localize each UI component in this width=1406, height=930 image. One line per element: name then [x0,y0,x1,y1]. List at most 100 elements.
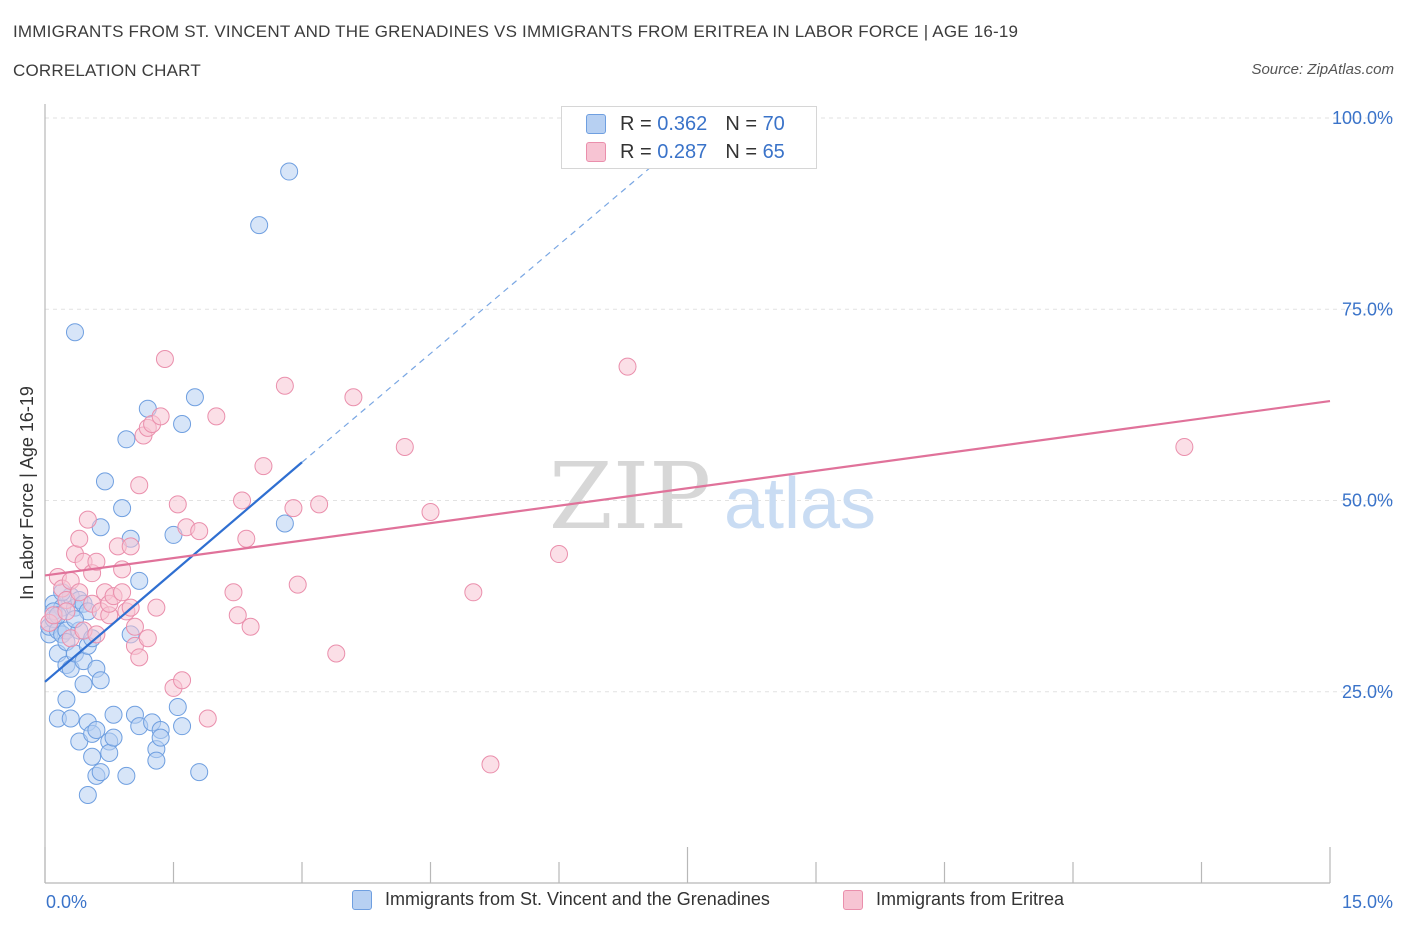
point-eritrea [198,709,217,728]
point-eritrea [70,583,89,602]
y-tick-label: 75.0% [1342,299,1393,319]
point-eritrea [550,545,568,564]
watermark: ZIP atlas [549,443,876,550]
point-eritrea [395,437,414,456]
point-st-vincent [275,514,294,533]
legend-n-label: N = [725,112,763,135]
point-eritrea [237,529,256,548]
trend-line-eritrea [44,399,1331,577]
point-eritrea [125,617,144,636]
y-tick-label: 50.0% [1342,491,1393,511]
point-eritrea [87,552,106,571]
legend-swatch-pink [843,889,863,910]
legend-label: Immigrants from Eritrea [876,889,1065,909]
legend-label: Immigrants from St. Vincent and the Gren… [385,889,770,909]
y-tick-label: 25.0% [1342,682,1393,702]
legend-n-label: N = [725,140,763,163]
legend-r-value: 0.287 [657,140,708,163]
source-label: Source: ZipAtlas.com [1251,61,1394,78]
point-eritrea [151,407,170,426]
point-eritrea [275,376,294,395]
point-eritrea [228,606,247,625]
point-eritrea [190,522,209,541]
point-eritrea [481,755,500,774]
point-eritrea [284,499,303,518]
gridlines [45,117,1395,693]
x-tick-label: 0.0% [46,892,87,912]
point-st-vincent [250,216,269,235]
point-st-vincent [91,671,110,690]
legend-item-eritrea: Immigrants from Eritrea [843,889,1064,910]
point-eritrea [138,629,157,648]
point-st-vincent [168,698,187,717]
point-eritrea [310,495,329,514]
point-st-vincent [173,717,192,736]
point-st-vincent [117,430,136,449]
legend-row-pink: R = 0.287 N = 65 [586,140,785,164]
point-st-vincent [151,728,170,747]
legend-r-label: R = [620,112,658,135]
point-eritrea [421,502,440,521]
legend-swatch-blue [586,114,606,134]
tick-labels: 25.0% 50.0% 75.0% 100.0% 0.0% 15.0% [46,108,1393,912]
point-eritrea [327,644,346,663]
point-eritrea [87,625,106,644]
point-st-vincent [104,705,123,724]
point-st-vincent [280,162,299,181]
point-st-vincent [117,766,136,785]
chart-title: IMMIGRANTS FROM ST. VINCENT AND THE GREN… [13,22,1019,41]
point-st-vincent [100,743,119,762]
point-st-vincent [173,415,192,433]
point-st-vincent [190,763,209,782]
chart-subtitle: CORRELATION CHART [13,61,201,80]
point-st-vincent [74,675,93,694]
legend-r-label: R = [620,140,658,163]
point-st-vincent [57,690,76,709]
point-eritrea [130,648,149,667]
legend-n-value: 65 [762,140,785,163]
y-axis-label: In Labor Force | Age 16-19 [17,386,37,600]
legend-swatch-pink [586,142,606,162]
point-eritrea [1175,437,1194,456]
point-eritrea [78,510,97,529]
legend-swatch-blue [352,889,372,910]
trend-line-st-vincent-extension [301,157,663,463]
legend-row-blue: R = 0.362 N = 70 [586,112,785,136]
point-eritrea [241,617,260,636]
point-eritrea [254,457,273,476]
point-st-vincent [65,323,84,342]
point-st-vincent [113,499,132,518]
point-eritrea [618,357,637,376]
axes [44,104,1331,884]
point-eritrea [57,602,76,621]
point-st-vincent [83,747,102,766]
point-eritrea [168,495,187,514]
data-points [40,162,1194,805]
legend-n-value: 70 [762,112,785,135]
point-eritrea [121,537,140,556]
point-eritrea [113,583,132,602]
point-eritrea [224,583,243,602]
point-st-vincent [87,721,106,739]
point-st-vincent [147,751,166,770]
y-tick-label: 100.0% [1332,108,1393,128]
point-eritrea [207,407,226,426]
point-st-vincent [95,472,114,491]
point-st-vincent [104,728,123,747]
point-eritrea [288,575,307,594]
point-eritrea [147,598,166,617]
point-eritrea [173,671,192,690]
point-st-vincent [130,571,149,590]
point-eritrea [233,491,252,510]
trend-line-st-vincent [44,461,303,683]
point-eritrea [464,583,483,602]
point-eritrea [344,388,363,407]
x-tick-label: 15.0% [1342,892,1393,912]
correlation-legend: R = 0.362 N = 70 R = 0.287 N = 65 [561,106,817,169]
point-st-vincent [78,786,97,805]
point-eritrea [130,476,149,495]
trend-lines [44,157,1331,683]
legend-item-st-vincent: Immigrants from St. Vincent and the Gren… [352,889,770,910]
point-st-vincent [91,763,110,782]
